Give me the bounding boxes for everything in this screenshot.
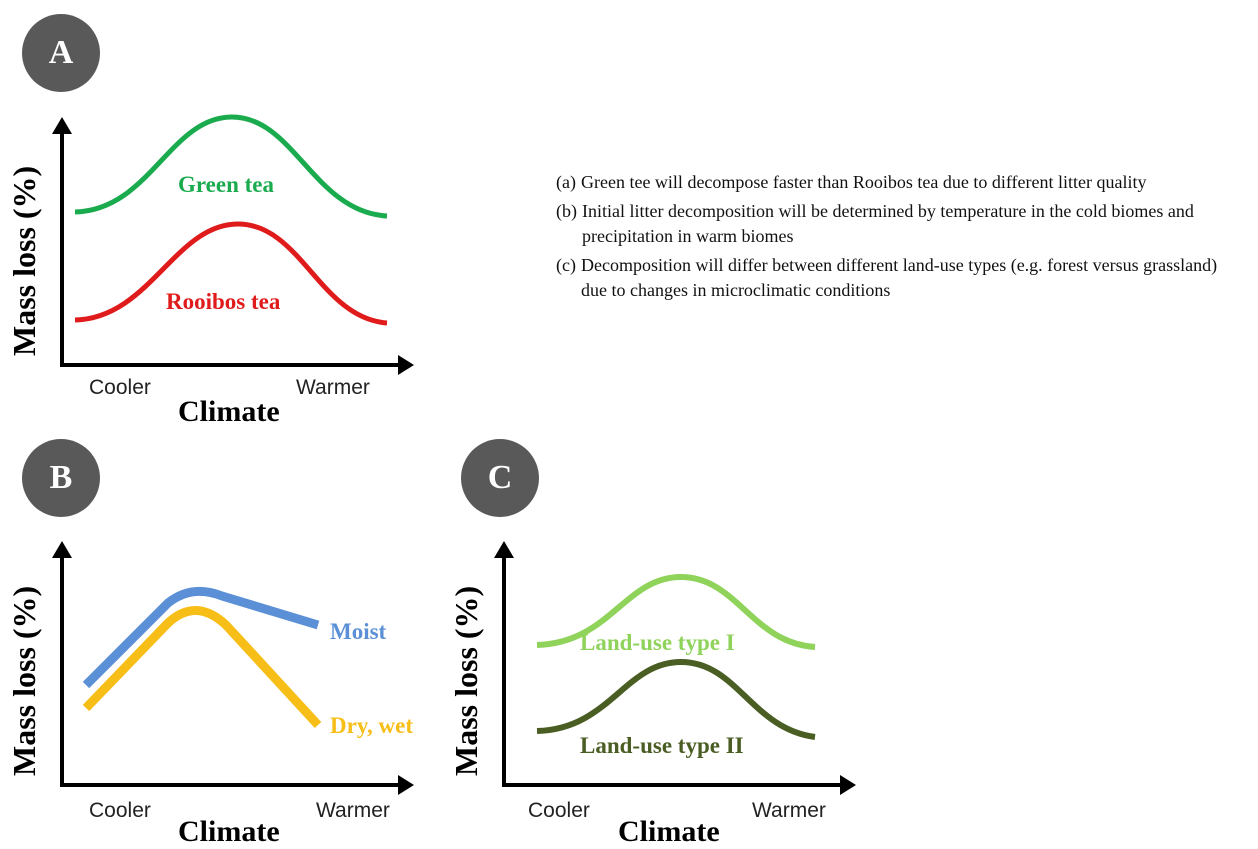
panel-a-x-arrowhead <box>398 355 414 375</box>
panel-a-y-axis-label: Mass loss (%) <box>6 165 42 356</box>
land-use-type-1-curve <box>536 573 816 650</box>
panel-b-x-axis-label: Climate <box>178 815 280 848</box>
panel-b-y-arrowhead <box>52 541 72 558</box>
dry-wet-curve <box>82 606 322 729</box>
panel-b-axes <box>52 541 414 795</box>
panel-b-x-tick-cooler: Cooler <box>89 799 151 822</box>
panel-a-x-tick-warmer: Warmer <box>296 376 370 399</box>
panel-c-x-axis-label: Climate <box>618 815 720 848</box>
hypothesis-a-text: Green tee will decompose faster than Roo… <box>580 172 1147 192</box>
panel-c-y-arrowhead <box>494 541 514 558</box>
land-use-type-2-curve <box>536 658 816 740</box>
green-tea-label: Green tea <box>178 172 275 197</box>
hypothesis-b-text: Initial litter decomposition will be det… <box>582 201 1194 246</box>
panel-c-y-axis-label: Mass loss (%) <box>448 585 484 776</box>
hypothesis-a: (a) Green tee will decompose faster than… <box>556 170 1246 195</box>
hypothesis-b-marker: (b) <box>556 201 577 221</box>
moist-curve <box>82 586 320 689</box>
panel-c-axes <box>494 541 856 795</box>
land-use-type-1-label: Land-use type I <box>580 630 735 655</box>
rooibos-tea-curve <box>74 221 388 326</box>
panel-b-badge: B <box>22 439 100 517</box>
panel-c-x-arrowhead <box>840 775 856 795</box>
green-tea-curve <box>74 114 388 219</box>
panel-a-x-tick-cooler: Cooler <box>89 376 151 399</box>
panel-b-x-tick-warmer: Warmer <box>316 799 390 822</box>
panel-a-badge: A <box>22 14 100 92</box>
panel-b-x-arrowhead <box>398 775 414 795</box>
rooibos-tea-label: Rooibos tea <box>166 289 281 314</box>
hypotheses-list: (a) Green tee will decompose faster than… <box>556 170 1246 307</box>
hypothesis-c: (c) Decomposition will differ between di… <box>556 253 1246 303</box>
panel-c-x-tick-warmer: Warmer <box>752 799 826 822</box>
hypothesis-b: (b) Initial litter decomposition will be… <box>556 199 1246 249</box>
dry-wet-label: Dry, wet <box>330 713 414 738</box>
panel-b-y-axis-label: Mass loss (%) <box>6 585 42 776</box>
panel-a-y-arrowhead <box>52 117 72 134</box>
hypothesis-a-marker: (a) <box>556 172 576 192</box>
hypothesis-c-marker: (c) <box>556 255 576 275</box>
panel-c-badge: C <box>461 439 539 517</box>
panel-a-x-axis-label: Climate <box>178 395 280 428</box>
land-use-type-2-label: Land-use type II <box>580 733 744 758</box>
panel-c-x-tick-cooler: Cooler <box>528 799 590 822</box>
hypothesis-c-text: Decomposition will differ between differ… <box>580 255 1218 300</box>
panel-a-axes <box>52 117 414 375</box>
moist-label: Moist <box>330 619 387 644</box>
